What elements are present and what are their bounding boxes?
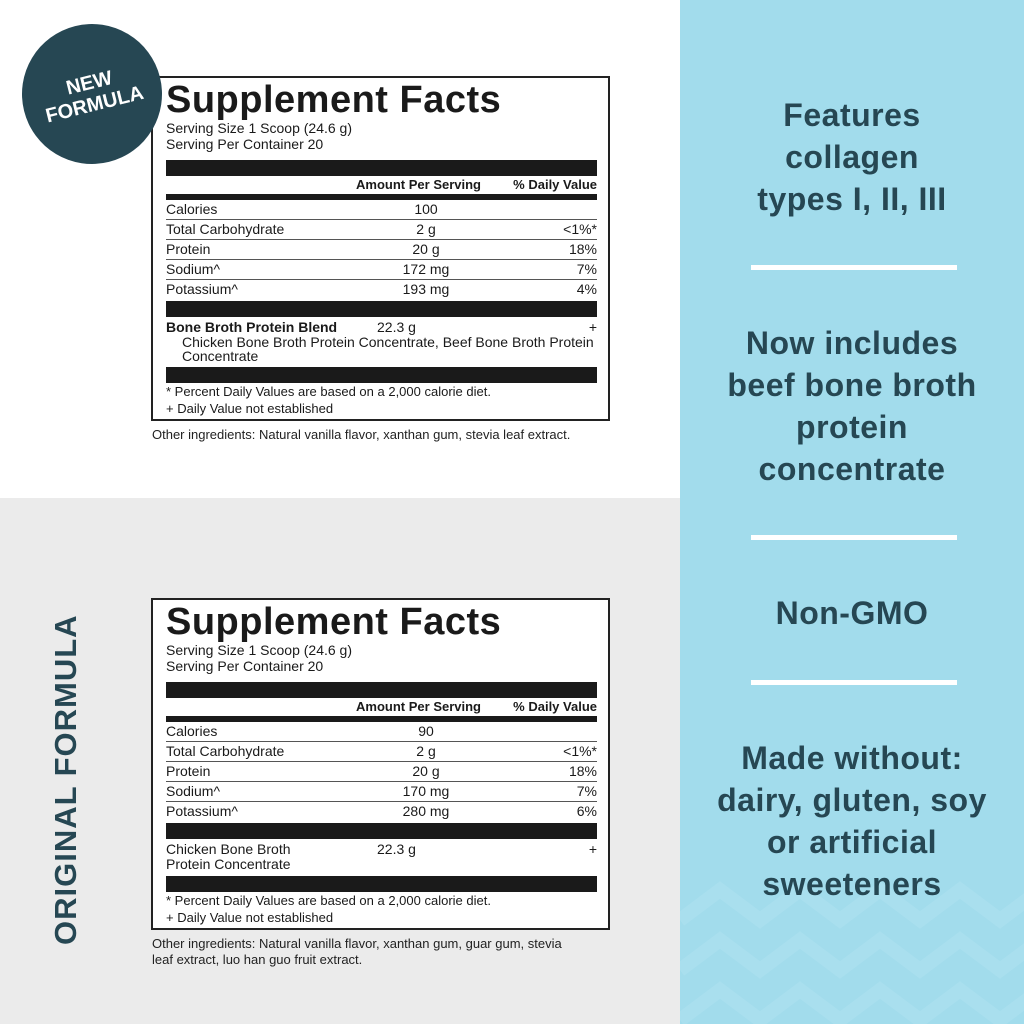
- nutrient-name: Total Carbohydrate: [166, 221, 285, 237]
- blend-name: Bone Broth Protein Blend: [166, 319, 338, 335]
- nutrient-name: Total Carbohydrate: [166, 743, 285, 759]
- nutrient-row: Potassium^ 280 mg 6%: [166, 802, 597, 821]
- nutrient-daily-value: 6%: [576, 803, 597, 819]
- nutrient-daily-value: 7%: [576, 261, 597, 277]
- nutrient-name: Potassium^: [166, 281, 238, 297]
- blend-row: Bone Broth Protein Blend 22.3 g + Chicke…: [166, 317, 597, 367]
- nutrient-amount: 90: [418, 723, 434, 739]
- separator-bar: [166, 160, 597, 176]
- nutrient-daily-value: [486, 722, 597, 741]
- supplement-facts-label: Supplement Facts Serving Size 1 Scoop (2…: [151, 598, 610, 930]
- other-ingredients: Other ingredients: Natural vanilla flavo…: [152, 427, 571, 442]
- footnote-not-established: + Daily Value not established: [166, 401, 334, 416]
- separator-bar: [166, 367, 597, 383]
- nutrient-amount: 2 g: [416, 743, 436, 759]
- nutrient-amount: 20 g: [412, 241, 440, 257]
- blend-ingredients: Chicken Bone Broth Protein Concentrate, …: [182, 334, 594, 364]
- nutrient-name: Sodium^: [166, 261, 221, 277]
- nutrient-row: Total Carbohydrate 2 g <1%*: [166, 742, 597, 762]
- blend-amount: 22.3 g: [377, 319, 416, 335]
- serving-size: Serving Size 1 Scoop (24.6 g): [166, 120, 352, 136]
- blend-daily-value: +: [588, 841, 597, 857]
- servings-per-container: Serving Per Container 20: [166, 136, 324, 152]
- feature-made-without: Made without: dairy, gluten, soy or arti…: [717, 740, 987, 902]
- nutrient-daily-value: 4%: [576, 281, 597, 297]
- features-panel: Features collagen types I, II, III Now i…: [680, 0, 1024, 1024]
- nutrient-amount: 172 mg: [402, 261, 450, 277]
- feature-non-gmo: Non-GMO: [775, 595, 929, 631]
- nutrient-name: Sodium^: [166, 783, 221, 799]
- nutrient-name: Protein: [166, 763, 211, 779]
- nutrient-daily-value: [486, 200, 597, 219]
- other-ingredients: Other ingredients: Natural vanilla flavo…: [152, 936, 562, 967]
- nutrient-daily-value: 18%: [568, 763, 597, 779]
- blend-amount: 22.3 g: [377, 841, 416, 857]
- nutrient-row: Calories 90: [166, 722, 597, 742]
- header-amount: Amount Per Serving: [356, 177, 481, 192]
- column-header: Amount Per Serving % Daily Value: [166, 698, 597, 716]
- header-daily-value: % Daily Value: [513, 177, 597, 192]
- nutrient-amount: 100: [414, 201, 438, 217]
- separator-bar: [166, 876, 597, 892]
- separator-bar: [166, 716, 597, 722]
- label-title: Supplement Facts: [166, 79, 502, 121]
- nutrient-row: Sodium^ 170 mg 7%: [166, 782, 597, 802]
- footnote-daily-values: * Percent Daily Values are based on a 2,…: [166, 384, 491, 399]
- blend-daily-value: +: [588, 319, 597, 335]
- supplement-facts-label: Supplement Facts Serving Size 1 Scoop (2…: [151, 76, 610, 421]
- nutrient-row: Total Carbohydrate 2 g <1%*: [166, 220, 597, 240]
- separator-bar: [166, 682, 597, 698]
- nutrient-name: Protein: [166, 241, 211, 257]
- column-header: Amount Per Serving % Daily Value: [166, 176, 597, 194]
- nutrient-amount: 280 mg: [402, 803, 450, 819]
- label-title: Supplement Facts: [166, 601, 502, 643]
- separator-bar: [166, 194, 597, 200]
- nutrient-name: Calories: [166, 201, 218, 217]
- footnote-not-established: + Daily Value not established: [166, 910, 334, 925]
- feature-collagen: Features collagen types I, II, III: [757, 97, 947, 217]
- chevron-pattern-icon: [680, 881, 1024, 1024]
- serving-size: Serving Size 1 Scoop (24.6 g): [166, 642, 352, 658]
- nutrient-amount: 170 mg: [402, 783, 450, 799]
- nutrient-daily-value: 7%: [576, 783, 597, 799]
- feature-beef-broth: Now includes beef bone broth protein con…: [727, 325, 977, 487]
- separator-bar: [166, 301, 597, 317]
- separator-bar: [166, 823, 597, 839]
- nutrient-daily-value: <1%*: [563, 221, 597, 237]
- nutrient-row: Calories 100: [166, 200, 597, 220]
- nutrient-table: Calories 100 Total Carbohydrate 2 g <1%* Prot…: [166, 200, 597, 299]
- nutrient-name: Calories: [166, 723, 218, 739]
- blend-name: Chicken Bone Broth Protein Concentrate: [166, 841, 291, 872]
- nutrient-amount: 193 mg: [402, 281, 450, 297]
- nutrient-row: Sodium^ 172 mg 7%: [166, 260, 597, 280]
- footnote-daily-values: * Percent Daily Values are based on a 2,…: [166, 893, 491, 908]
- nutrient-daily-value: 18%: [568, 241, 597, 257]
- nutrient-daily-value: <1%*: [563, 743, 597, 759]
- label-block: Supplement Facts Serving Size 1 Scoop (2…: [151, 598, 610, 968]
- label-block: Supplement Facts Serving Size 1 Scoop (2…: [151, 76, 610, 443]
- servings-per-container: Serving Per Container 20: [166, 658, 324, 674]
- nutrient-name: Potassium^: [166, 803, 238, 819]
- header-amount: Amount Per Serving: [356, 699, 481, 714]
- header-daily-value: % Daily Value: [513, 699, 597, 714]
- divider: [751, 680, 957, 685]
- nutrient-amount: 2 g: [416, 221, 436, 237]
- nutrient-row: Protein 20 g 18%: [166, 762, 597, 782]
- nutrient-table: Calories 90 Total Carbohydrate 2 g <1%* Prote…: [166, 722, 597, 821]
- original-formula-label: ORIGINAL FORMULA: [48, 614, 83, 945]
- nutrient-row: Potassium^ 193 mg 4%: [166, 280, 597, 299]
- nutrient-row: Protein 20 g 18%: [166, 240, 597, 260]
- divider: [751, 535, 957, 540]
- nutrient-amount: 20 g: [412, 763, 440, 779]
- blend-row: Chicken Bone Broth Protein Concentrate 2…: [166, 839, 597, 876]
- divider: [751, 265, 957, 270]
